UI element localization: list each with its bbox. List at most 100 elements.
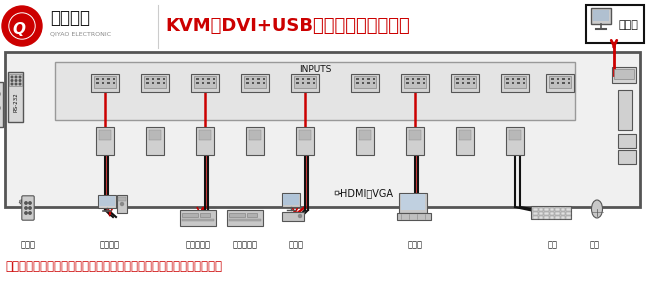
Bar [397,213,431,220]
Bar [302,78,304,80]
Bar [509,130,521,140]
Bar [146,127,164,155]
Bar [517,81,519,84]
Ellipse shape [592,200,603,218]
Text: 键盘: 键盘 [548,240,558,249]
Circle shape [9,13,35,39]
Text: 台式机: 台式机 [289,240,304,249]
Bar [283,194,299,205]
Text: 标配四种控制方式：前面板按鈕，遥控器、软件、键盘（键盘组合键）: 标配四种控制方式：前面板按鈕，遥控器、软件、键盘（键盘组合键） [5,260,222,273]
Bar [549,212,554,215]
Bar [367,78,369,80]
Bar [566,208,571,211]
Bar [296,81,298,84]
Bar [560,212,565,215]
Bar [55,62,575,120]
Bar [473,78,475,80]
Text: 遥控器: 遥控器 [21,240,36,249]
Bar [556,78,559,80]
Bar [406,127,424,155]
Bar [294,76,316,88]
Bar [191,74,219,92]
Bar [451,74,479,92]
Bar [282,212,304,221]
FancyBboxPatch shape [22,196,34,220]
Circle shape [29,202,31,204]
Bar [302,81,304,84]
Bar [299,130,311,140]
Bar [361,78,364,80]
Bar [555,208,560,211]
Bar [213,78,215,80]
Text: QIYAO ELECTRONIC: QIYAO ELECTRONIC [50,32,111,36]
Bar [291,74,319,92]
Bar [252,81,254,84]
Bar [538,216,543,219]
Bar [612,67,636,83]
Bar [246,127,264,155]
Bar [149,130,161,140]
Bar [246,81,248,84]
Bar [504,76,526,88]
Bar [246,78,248,80]
Bar [562,81,564,84]
Circle shape [15,76,17,78]
Bar [96,81,99,84]
Text: RS-232: RS-232 [14,92,18,112]
Text: KVM（DVI+USB）切换器系统连接图: KVM（DVI+USB）切换器系统连接图 [165,17,410,35]
Bar [566,216,571,219]
Bar [454,76,476,88]
Bar [506,127,524,155]
Bar [462,78,464,80]
Bar [566,212,571,215]
Bar [417,78,419,80]
Text: 显示屏: 显示屏 [618,20,638,30]
Bar [512,78,514,80]
Bar [257,78,259,80]
Bar [99,196,115,206]
Bar [401,194,425,210]
Circle shape [11,80,13,81]
Bar [404,76,426,88]
Bar [544,212,549,215]
Bar [567,78,570,80]
Bar [144,76,166,88]
Bar [107,81,109,84]
Bar [263,81,265,84]
Bar [591,8,611,24]
Text: 笔记本: 笔记本 [408,240,422,249]
Circle shape [298,215,302,217]
Bar [567,81,570,84]
Bar [117,195,127,213]
Bar [538,212,543,215]
Circle shape [29,212,31,214]
Bar [417,81,419,84]
Bar [555,212,560,215]
Circle shape [25,202,27,204]
Bar [196,127,214,155]
Bar [91,74,119,92]
Bar [562,78,564,80]
Bar [411,81,414,84]
Bar [467,81,469,84]
Bar [560,216,565,219]
Bar [162,81,165,84]
Bar [180,210,216,226]
Bar [182,213,198,217]
Bar [313,78,315,80]
Bar [247,213,257,217]
Text: 启耀电子: 启耀电子 [50,9,90,27]
Text: HDMI转VGA: HDMI转VGA [340,188,393,198]
Bar [244,76,266,88]
Circle shape [10,14,34,38]
Circle shape [11,83,13,85]
Bar [473,81,475,84]
Circle shape [15,80,17,81]
Bar [101,78,104,80]
Bar [549,76,571,88]
Bar [112,78,115,80]
Bar [307,81,309,84]
Bar [252,78,254,80]
Bar [229,219,261,221]
Bar [462,81,464,84]
